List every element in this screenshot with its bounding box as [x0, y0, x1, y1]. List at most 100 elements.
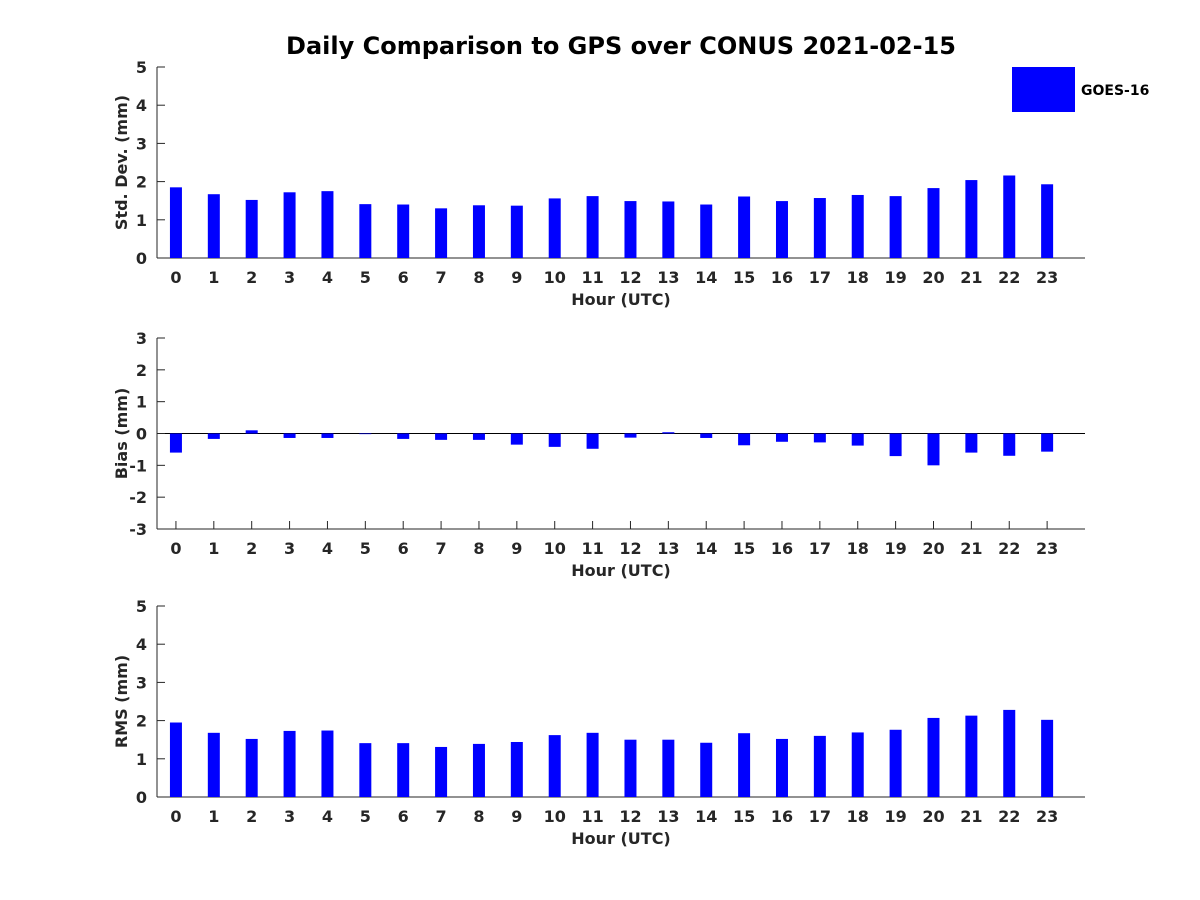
bar — [1003, 175, 1016, 258]
x-tick-label: 0 — [170, 268, 181, 287]
x-tick-label: 12 — [619, 268, 641, 287]
x-tick-label: 4 — [322, 807, 333, 826]
x-tick-label: 21 — [960, 539, 982, 558]
bar — [851, 732, 864, 797]
x-tick-label: 3 — [284, 807, 295, 826]
bar — [851, 194, 864, 258]
x-tick-label: 13 — [657, 268, 679, 287]
x-tick-label: 6 — [398, 807, 409, 826]
bar — [927, 188, 940, 258]
bar — [169, 722, 182, 797]
bar — [435, 433, 448, 440]
bar — [283, 730, 296, 797]
bar — [965, 180, 978, 258]
bar — [359, 204, 372, 258]
x-tick-label: 23 — [1036, 268, 1058, 287]
y-tick-label: 1 — [136, 750, 147, 769]
y-tick-label: 1 — [136, 393, 147, 412]
bar — [700, 433, 713, 438]
x-axis-label: Hour (UTC) — [571, 561, 671, 580]
x-tick-label: 15 — [733, 807, 755, 826]
bar — [510, 205, 523, 258]
x-axis-label: Hour (UTC) — [571, 829, 671, 848]
bar — [207, 194, 220, 258]
x-tick-label: 11 — [581, 539, 603, 558]
y-tick-label: 2 — [136, 361, 147, 380]
bar — [169, 187, 182, 258]
y-tick-label: -2 — [129, 488, 147, 507]
bar — [662, 432, 675, 434]
y-tick-label: 3 — [136, 134, 147, 153]
y-tick-label: 1 — [136, 211, 147, 230]
x-tick-label: 12 — [619, 539, 641, 558]
bar — [169, 433, 182, 453]
x-tick-label: 23 — [1036, 807, 1058, 826]
bar — [245, 738, 258, 797]
bar — [510, 433, 523, 445]
bar — [927, 717, 940, 797]
bar — [586, 732, 599, 797]
x-tick-label: 12 — [619, 807, 641, 826]
bar — [397, 433, 410, 439]
x-tick-label: 15 — [733, 268, 755, 287]
y-tick-label: 4 — [136, 96, 147, 115]
x-tick-label: 1 — [208, 807, 219, 826]
x-tick-label: 4 — [322, 539, 333, 558]
y-axis-label: Bias (mm) — [112, 388, 131, 480]
x-tick-label: 14 — [695, 807, 717, 826]
y-tick-label: 0 — [136, 425, 147, 444]
bar — [359, 433, 372, 435]
x-tick-label: 6 — [398, 268, 409, 287]
bar — [207, 433, 220, 439]
bar — [586, 196, 599, 258]
x-tick-label: 20 — [922, 268, 944, 287]
x-tick-label: 20 — [922, 807, 944, 826]
bar — [1003, 709, 1016, 797]
bar — [738, 733, 751, 797]
x-tick-label: 22 — [998, 268, 1020, 287]
bar — [1041, 719, 1054, 797]
bar — [927, 433, 940, 466]
x-tick-label: 8 — [473, 268, 484, 287]
x-tick-label: 2 — [246, 268, 257, 287]
x-tick-label: 7 — [436, 807, 447, 826]
x-tick-label: 11 — [581, 268, 603, 287]
bar — [245, 199, 258, 258]
bar — [624, 201, 637, 258]
bar — [738, 196, 751, 258]
x-tick-label: 0 — [170, 807, 181, 826]
bar — [548, 198, 561, 258]
bar — [700, 204, 713, 258]
bar — [624, 433, 637, 438]
bar — [548, 735, 561, 797]
x-tick-label: 8 — [473, 539, 484, 558]
x-tick-label: 5 — [360, 268, 371, 287]
x-tick-label: 16 — [771, 539, 793, 558]
y-tick-label: 5 — [136, 58, 147, 77]
bar — [283, 433, 296, 438]
bar — [851, 433, 864, 446]
bar — [472, 433, 485, 440]
x-tick-label: 14 — [695, 268, 717, 287]
y-axis-label: Std. Dev. (mm) — [112, 95, 131, 230]
x-tick-label: 23 — [1036, 539, 1058, 558]
bar — [321, 730, 334, 797]
x-tick-label: 17 — [809, 807, 831, 826]
x-tick-label: 18 — [847, 268, 869, 287]
x-tick-label: 2 — [246, 807, 257, 826]
bar — [1041, 184, 1054, 258]
bar — [321, 191, 334, 258]
bar — [889, 196, 902, 258]
bar — [548, 433, 561, 447]
legend-label: GOES-16 — [1081, 83, 1149, 99]
x-tick-label: 17 — [809, 268, 831, 287]
x-tick-label: 8 — [473, 807, 484, 826]
bar — [397, 204, 410, 258]
y-tick-label: 3 — [136, 329, 147, 348]
x-tick-label: 18 — [847, 807, 869, 826]
y-tick-label: 5 — [136, 597, 147, 616]
bar — [283, 192, 296, 258]
bar — [624, 739, 637, 797]
x-tick-label: 19 — [884, 268, 906, 287]
